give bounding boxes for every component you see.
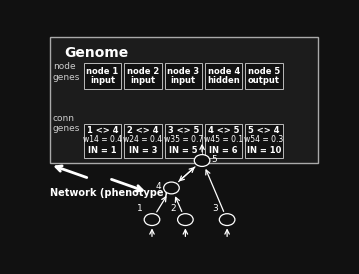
FancyBboxPatch shape	[245, 64, 283, 89]
FancyBboxPatch shape	[124, 124, 162, 158]
Text: 4 <> 5: 4 <> 5	[208, 126, 239, 135]
Circle shape	[194, 155, 210, 166]
Text: 3: 3	[212, 204, 218, 213]
Text: node 2: node 2	[127, 67, 159, 76]
Text: output: output	[248, 76, 280, 85]
Text: node
genes: node genes	[53, 62, 80, 82]
Text: w24 = 0.4: w24 = 0.4	[123, 135, 163, 144]
Text: node 3: node 3	[167, 67, 199, 76]
Text: 1: 1	[137, 204, 143, 213]
Text: IN = 5: IN = 5	[169, 146, 197, 155]
Text: w35 = 0.7: w35 = 0.7	[164, 135, 203, 144]
FancyBboxPatch shape	[205, 124, 242, 158]
Text: 2: 2	[171, 204, 176, 213]
Text: node 1: node 1	[87, 67, 119, 76]
Text: w14 = 0.4: w14 = 0.4	[83, 135, 122, 144]
Text: 4: 4	[155, 182, 161, 192]
Text: IN = 3: IN = 3	[129, 146, 157, 155]
FancyBboxPatch shape	[50, 37, 318, 163]
Text: IN = 6: IN = 6	[209, 146, 238, 155]
FancyBboxPatch shape	[164, 64, 202, 89]
Circle shape	[219, 214, 235, 226]
Text: hidden: hidden	[207, 76, 240, 85]
Text: IN = 1: IN = 1	[88, 146, 117, 155]
Text: conn
genes: conn genes	[53, 114, 80, 133]
Text: input: input	[171, 76, 196, 85]
Text: node 4: node 4	[208, 67, 240, 76]
Circle shape	[178, 214, 193, 226]
Circle shape	[164, 182, 179, 194]
FancyBboxPatch shape	[84, 124, 121, 158]
Text: Genome: Genome	[64, 45, 128, 59]
Text: w54 = 0.3: w54 = 0.3	[244, 135, 284, 144]
FancyBboxPatch shape	[84, 64, 121, 89]
FancyBboxPatch shape	[245, 124, 283, 158]
Text: Network (phenotype): Network (phenotype)	[50, 188, 168, 198]
FancyBboxPatch shape	[124, 64, 162, 89]
Text: 5: 5	[211, 155, 217, 164]
FancyBboxPatch shape	[205, 64, 242, 89]
FancyBboxPatch shape	[164, 124, 202, 158]
Text: 3 <> 5: 3 <> 5	[168, 126, 199, 135]
Text: w45 = 0.1: w45 = 0.1	[204, 135, 243, 144]
Text: 5 <> 4: 5 <> 4	[248, 126, 280, 135]
Text: input: input	[90, 76, 115, 85]
Circle shape	[144, 214, 160, 226]
Text: input: input	[130, 76, 155, 85]
Text: node 5: node 5	[248, 67, 280, 76]
Text: IN = 10: IN = 10	[247, 146, 281, 155]
Text: 1 <> 4: 1 <> 4	[87, 126, 118, 135]
Text: 2 <> 4: 2 <> 4	[127, 126, 159, 135]
